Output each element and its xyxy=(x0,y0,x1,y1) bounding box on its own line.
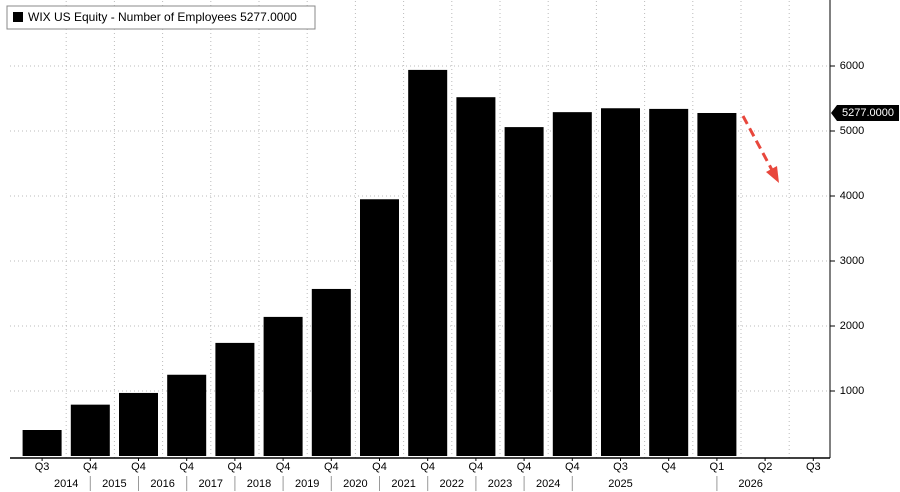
value-label-box xyxy=(837,104,899,121)
bar xyxy=(456,97,496,456)
x-tick-label: Q4 xyxy=(276,461,291,473)
bar xyxy=(119,392,158,456)
year-label: 2021 xyxy=(391,478,415,490)
year-label: 2019 xyxy=(295,478,319,490)
x-tick-label: Q4 xyxy=(420,461,435,473)
x-tick-label: Q4 xyxy=(565,461,580,473)
year-label: 2016 xyxy=(150,478,174,490)
x-tick-label: Q4 xyxy=(469,461,484,473)
year-label: 2026 xyxy=(738,478,762,490)
legend-name: WIX US Equity - Number of Employees xyxy=(28,10,237,24)
year-label: 2025 xyxy=(608,478,632,490)
x-tick-label: Q3 xyxy=(806,461,821,473)
legend-box xyxy=(6,5,316,30)
annotation-arrowhead xyxy=(766,166,779,183)
year-label: 2023 xyxy=(488,478,512,490)
year-label: 2014 xyxy=(54,478,78,490)
y-tick-label: 2000 xyxy=(840,320,864,332)
x-tick-label: Q4 xyxy=(131,461,146,473)
x-tick-label: Q1 xyxy=(710,461,725,473)
bar xyxy=(70,404,110,456)
legend-value: 5277.0000 xyxy=(240,10,297,24)
x-tick-label: Q4 xyxy=(324,461,339,473)
year-label: 2017 xyxy=(199,478,223,490)
x-tick-label: Q4 xyxy=(517,461,532,473)
x-tick-label: Q4 xyxy=(83,461,98,473)
bar xyxy=(601,108,640,456)
legend-swatch xyxy=(13,12,23,22)
bar xyxy=(504,127,544,456)
legend: WIX US Equity - Number of Employees 5277… xyxy=(6,5,316,30)
y-tick-label: 5000 xyxy=(840,125,864,137)
bar xyxy=(408,69,448,457)
bar xyxy=(649,108,689,457)
x-tick-label: Q3 xyxy=(613,461,628,473)
y-tick-label: 3000 xyxy=(840,255,864,267)
bar xyxy=(552,112,592,457)
bar xyxy=(263,316,303,456)
bar xyxy=(22,430,62,456)
x-tick-label: Q4 xyxy=(372,461,387,473)
x-tick-label: Q2 xyxy=(758,461,773,473)
legend-text: WIX US Equity - Number of Employees 5277… xyxy=(28,10,297,24)
year-label: 2022 xyxy=(440,478,464,490)
plot-area: 1000 2000 3000 4000 5000 6000 5277.0000 Q3 Q4 Q4 Q… xyxy=(10,0,899,491)
year-label: 2018 xyxy=(247,478,271,490)
x-tick-label: Q4 xyxy=(179,461,194,473)
bar xyxy=(311,288,351,456)
year-label: 2015 xyxy=(102,478,126,490)
x-tick-label: Q4 xyxy=(228,461,243,473)
bar xyxy=(215,342,255,456)
x-tick-label: Q4 xyxy=(661,461,676,473)
value-label-pointer xyxy=(831,104,837,121)
year-label: 2020 xyxy=(343,478,367,490)
y-tick-label: 4000 xyxy=(840,190,864,202)
bar xyxy=(360,199,399,456)
bar xyxy=(167,374,207,456)
year-label: 2024 xyxy=(536,478,560,490)
y-tick-label: 6000 xyxy=(840,60,864,72)
annotation-arrow xyxy=(741,115,774,171)
bar xyxy=(697,112,737,457)
value-label: 5277.0000 xyxy=(842,107,894,119)
y-tick-label: 1000 xyxy=(840,385,864,397)
x-tick-label: Q3 xyxy=(35,461,50,473)
